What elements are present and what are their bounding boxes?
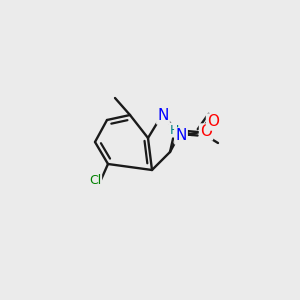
Text: N: N	[157, 109, 169, 124]
Text: H: H	[169, 124, 179, 136]
Text: O: O	[200, 124, 212, 140]
Text: O: O	[207, 115, 219, 130]
Text: N: N	[175, 128, 187, 143]
Text: Cl: Cl	[89, 173, 101, 187]
